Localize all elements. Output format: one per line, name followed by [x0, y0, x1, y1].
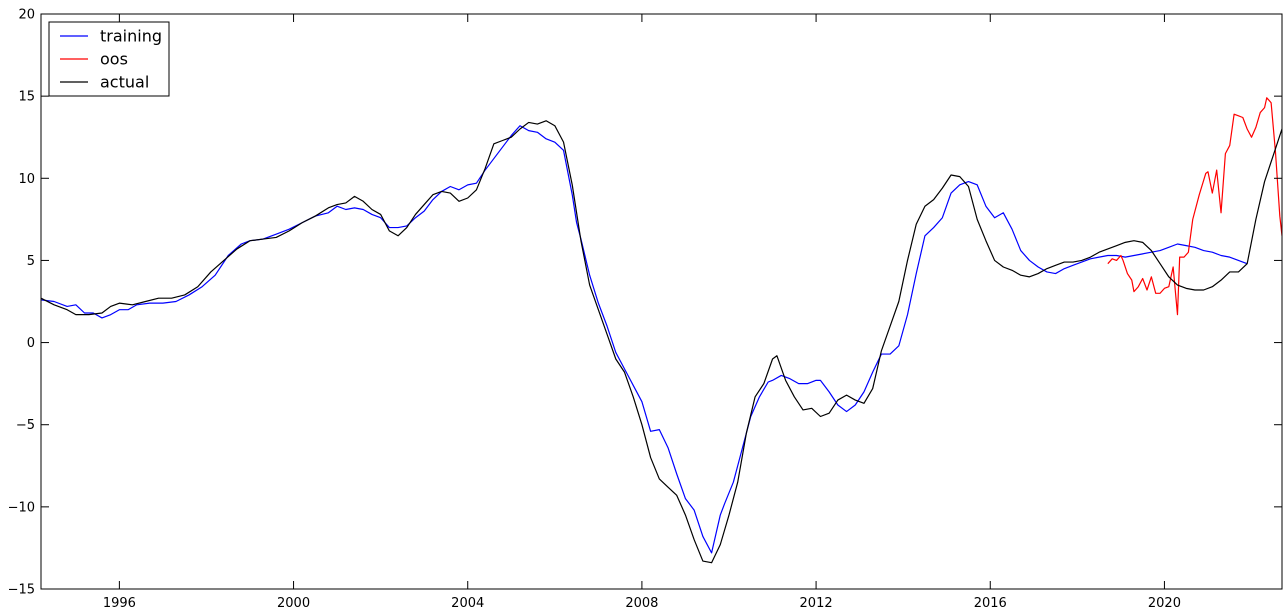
x-tick-label: 1996 — [103, 596, 136, 611]
legend-label-oos: oos — [100, 50, 128, 69]
x-tick-label: 2004 — [451, 596, 484, 611]
y-tick-label: −15 — [8, 583, 35, 598]
x-tick-label: 2012 — [800, 596, 833, 611]
y-tick-label: 20 — [18, 8, 35, 23]
y-tick-label: 15 — [18, 90, 35, 105]
series-line-oos — [1107, 97, 1282, 316]
series-lines — [41, 97, 1282, 564]
x-tick-label: 2008 — [625, 596, 658, 611]
y-tick-label: 10 — [18, 172, 35, 187]
y-tick-label: −10 — [8, 500, 35, 515]
y-tick-label: −5 — [16, 418, 35, 433]
series-line-actual — [41, 120, 1282, 564]
x-tick-label: 2020 — [1148, 596, 1181, 611]
series-line-training — [41, 125, 1248, 554]
x-tick-label: 2016 — [974, 596, 1007, 611]
legend-label-actual: actual — [100, 73, 149, 92]
axis-ticks: 1996 2000 2004 2008 2012 2016 2020 −15 −10 −5 0 5 10… — [8, 8, 1282, 611]
legend: training oos actual — [48, 21, 170, 97]
y-tick-label: 0 — [27, 336, 35, 351]
legend-label-training: training — [100, 27, 162, 46]
y-tick-label: 5 — [27, 254, 35, 269]
plot-frame — [40, 13, 1283, 590]
x-tick-label: 2000 — [277, 596, 310, 611]
